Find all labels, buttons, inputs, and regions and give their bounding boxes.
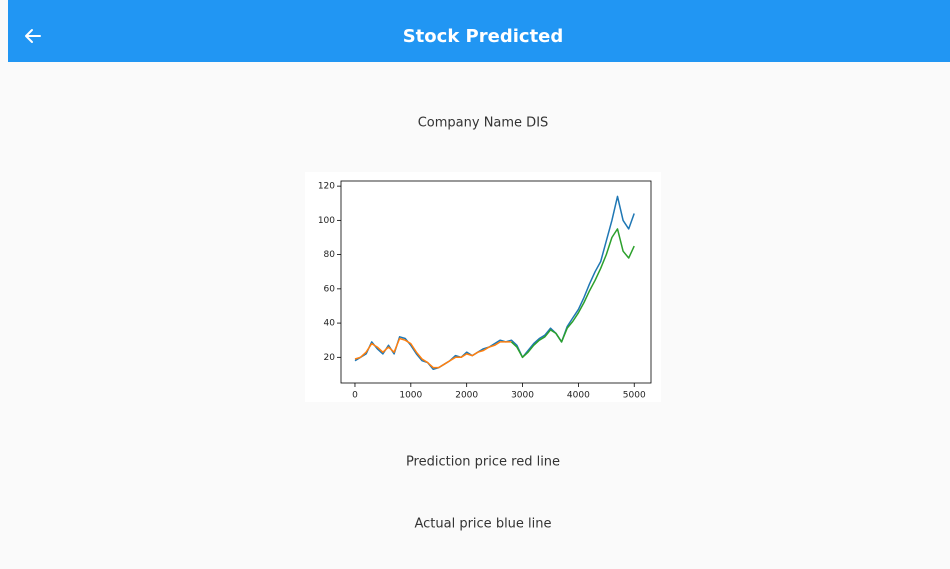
company-label: Company Name DIS — [418, 116, 549, 131]
y-tick-label: 120 — [318, 182, 335, 192]
series-line — [510, 228, 635, 359]
plot-frame — [340, 180, 652, 384]
y-tick-label: 80 — [324, 250, 336, 260]
chart: 0 1000 2000 3000 4000 5000 20 40 60 80 100 120 — [318, 182, 646, 401]
y-tick-label: 20 — [324, 353, 336, 363]
caption: Prediction price red line — [406, 455, 560, 470]
y-tick-label: 40 — [324, 319, 336, 329]
x-tick-label: 4000 — [567, 391, 590, 401]
y-tick-label: 60 — [324, 284, 336, 294]
x-tick-label: 5000 — [623, 391, 646, 401]
x-tick-label: 0 — [352, 391, 358, 401]
back-button[interactable] — [25, 29, 41, 43]
caption: Actual price blue line — [414, 517, 551, 532]
x-tick-label: 3000 — [511, 391, 534, 401]
x-tick-label: 1000 — [399, 391, 422, 401]
back-arrow[interactable] — [25, 29, 41, 43]
y-tick-label: 100 — [318, 216, 335, 226]
x-tick-label: 2000 — [455, 391, 478, 401]
series-line — [354, 195, 635, 371]
series-line — [354, 337, 512, 369]
chart-figure — [305, 172, 661, 402]
app-bar-title: Stock Predicted — [403, 26, 564, 47]
app-bar — [8, 0, 950, 62]
